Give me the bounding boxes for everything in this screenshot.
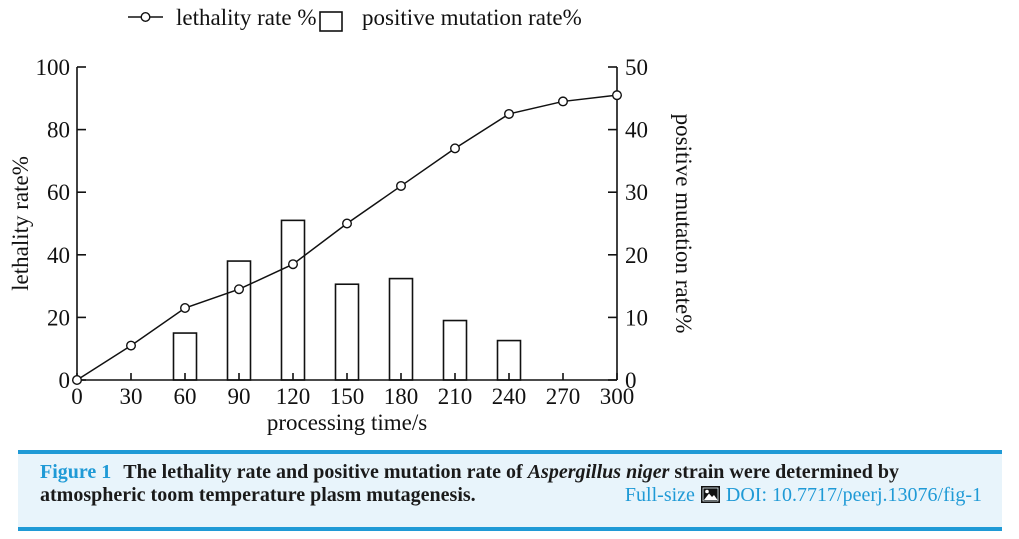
- figure-caption-panel: Figure 1 The lethality rate and positive …: [18, 450, 1002, 531]
- x-axis-tick-label: 210: [438, 384, 473, 409]
- legend-bar-label: positive mutation rate%: [362, 5, 582, 30]
- y-axis-left-tick-label: 20: [47, 305, 70, 330]
- bar: [226, 260, 252, 381]
- line-marker: [179, 303, 190, 314]
- chart-legend: lethality rate % positive mutation rate%: [128, 5, 582, 32]
- y-axis-left-title: lethality rate%: [8, 156, 33, 291]
- caption-species-name: Aspergillus niger: [527, 461, 670, 483]
- x-axis-tick-label: 60: [174, 384, 197, 409]
- bar: [172, 332, 198, 381]
- x-axis-tick-label: 90: [228, 384, 251, 409]
- x-axis-tick-label: 30: [120, 384, 143, 409]
- doi-link[interactable]: DOI: 10.7717/peerj.13076/fig-1: [725, 484, 982, 506]
- x-axis-title: processing time/s: [267, 410, 427, 435]
- y-axis-right-tick-label: 20: [625, 243, 648, 268]
- y-axis-left-tick-label: 0: [59, 368, 71, 393]
- y-axis-right-tick-label: 40: [625, 118, 648, 143]
- line-marker: [125, 340, 136, 351]
- line-marker: [71, 375, 82, 386]
- line-marker: [288, 259, 299, 270]
- y-axis-right-tick-label: 10: [625, 305, 648, 330]
- full-size-link[interactable]: Full-size: [624, 484, 695, 506]
- y-axis-left-tick-label: 60: [47, 180, 70, 205]
- x-axis-tick-label: 150: [330, 384, 365, 409]
- axis-titles: processing time/s lethality rate% positive…: [8, 114, 696, 435]
- y-axis-left-tick-label: 40: [47, 243, 70, 268]
- x-axis-tick-label: 120: [276, 384, 311, 409]
- y-axis-left-tick-label: 80: [47, 118, 70, 143]
- bar-series: [172, 219, 522, 381]
- line-series: [71, 90, 623, 386]
- legend-line-label: lethality rate %: [176, 5, 317, 30]
- bar: [334, 283, 360, 381]
- caption-text-pre-italic: The lethality rate and positive mutation…: [123, 461, 528, 483]
- legend-line-marker: [140, 11, 151, 23]
- x-axis-tick-label: 300: [600, 384, 635, 409]
- line-marker: [612, 90, 623, 101]
- x-axis-tick-label: 0: [71, 384, 83, 409]
- x-axis-tick-label: 180: [384, 384, 419, 409]
- y-axis-left-tick-label: 100: [36, 55, 71, 80]
- y-axis-right-title: positive mutation rate%: [671, 114, 696, 334]
- chart-canvas: lethality rate % positive mutation rate% …: [8, 5, 696, 435]
- legend-bar-sample: [319, 11, 343, 32]
- x-axis-tick-label: 270: [546, 384, 581, 409]
- bar: [442, 319, 468, 381]
- caption-text-post-italic: strain were determined by: [669, 461, 899, 483]
- caption-text-line2: atmospheric toom temperature plasm mutag…: [40, 484, 476, 506]
- line-marker: [504, 108, 515, 119]
- caption-line-1: Figure 1 The lethality rate and positive …: [40, 461, 982, 484]
- chart-axes: 0 20 40 60 80 100 0 10 20 30 40 50 0 30 60 90 120 150 180 2…: [36, 55, 649, 409]
- line-marker: [396, 180, 407, 191]
- caption-links: Full-size DOI: 10.7717/peerj.13076/fig-1: [625, 484, 982, 507]
- line-marker: [342, 218, 353, 229]
- y-axis-right-tick-label: 50: [625, 55, 648, 80]
- x-axis-tick-label: 240: [492, 384, 527, 409]
- figure-label: Figure 1: [40, 461, 112, 483]
- caption-line-2: atmospheric toom temperature plasm mutag…: [40, 484, 982, 507]
- bar: [388, 277, 414, 381]
- line-marker: [450, 143, 461, 154]
- image-icon: [700, 486, 720, 503]
- line-marker: [558, 96, 569, 107]
- bar: [280, 219, 306, 381]
- line-marker: [233, 284, 244, 295]
- y-axis-right-tick-label: 30: [625, 180, 648, 205]
- y-axis-right-tick-label: 0: [625, 368, 637, 393]
